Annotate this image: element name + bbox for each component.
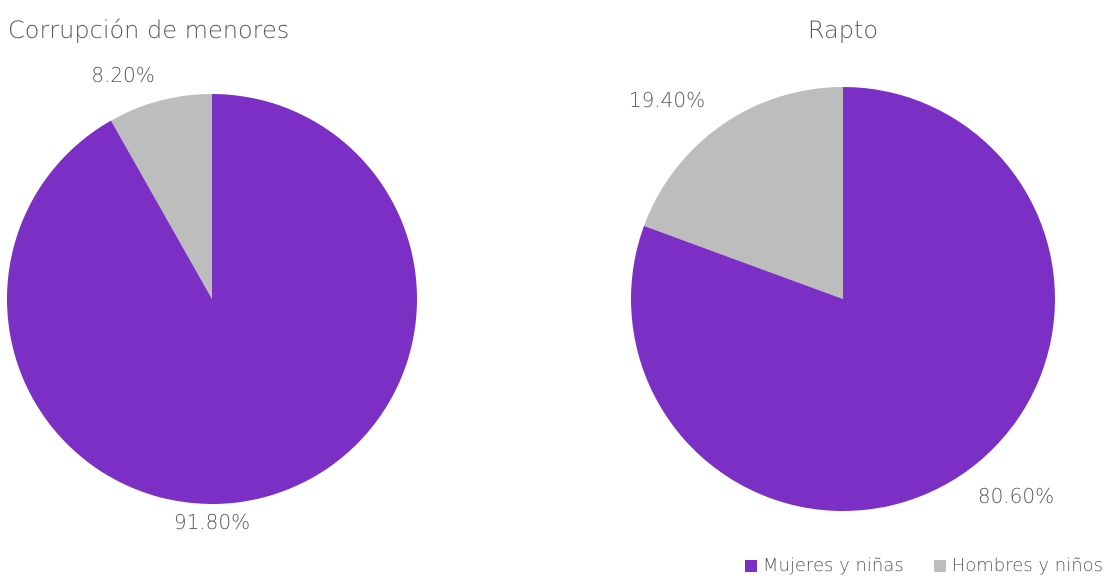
pie-slices bbox=[6, 94, 418, 504]
pie-slices bbox=[630, 87, 1055, 512]
chart-legend: Mujeres y niñas Hombres y niños bbox=[744, 555, 1103, 576]
slice-label-hombres: 8.20% bbox=[91, 63, 155, 87]
chart-title: Corrupción de menores bbox=[8, 16, 289, 44]
slice-label-mujeres: 91.80% bbox=[174, 510, 250, 534]
legend-item-hombres: Hombres y niños bbox=[933, 555, 1103, 576]
pie-chart-rapto: Rapto 80.60% 19.40% bbox=[629, 16, 1055, 512]
legend-label: Hombres y niños bbox=[951, 555, 1103, 576]
legend-item-mujeres: Mujeres y niñas bbox=[744, 555, 904, 576]
pie-slice-mujeres bbox=[6, 94, 418, 504]
pie-slice-hombres bbox=[110, 94, 212, 299]
slice-label-mujeres: 80.60% bbox=[978, 484, 1054, 508]
legend-label: Mujeres y niñas bbox=[762, 555, 904, 576]
slice-label-hombres: 19.40% bbox=[629, 88, 705, 112]
pie-chart-corrupcion: Corrupción de menores 91.80% 8.20% bbox=[6, 16, 418, 534]
legend-swatch bbox=[933, 559, 946, 572]
legend-swatch bbox=[744, 559, 757, 572]
pie-slice-hombres bbox=[643, 87, 843, 299]
chart-title: Rapto bbox=[808, 16, 878, 44]
pie-slice-mujeres bbox=[630, 87, 1055, 512]
